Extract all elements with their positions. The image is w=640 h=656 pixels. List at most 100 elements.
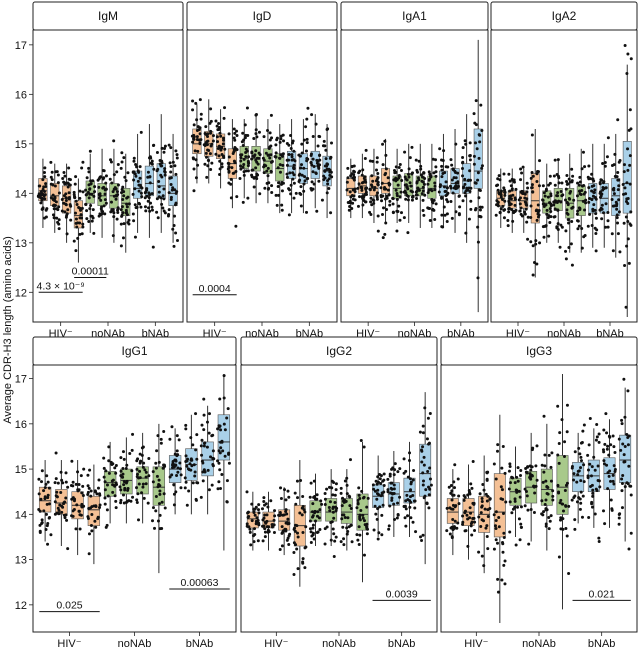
data-point [455,526,459,530]
data-point [454,170,458,174]
data-point [62,180,66,184]
data-point [98,212,102,216]
data-point [362,180,366,184]
data-point [162,430,166,434]
data-point [151,144,155,148]
data-point [616,221,620,225]
data-point [508,179,512,183]
data-point [419,535,423,539]
data-point [440,175,444,179]
data-point [343,479,347,483]
data-point [363,193,367,197]
data-point [626,147,630,151]
data-point [525,203,529,207]
data-point [108,177,112,181]
data-point [628,484,632,488]
data-point [67,177,71,181]
data-point [581,150,585,154]
data-point [511,219,515,223]
data-point [557,199,561,203]
data-point [113,466,117,470]
data-point [365,532,369,536]
data-point [80,491,84,495]
data-point [594,216,598,220]
data-point [133,187,137,191]
data-point [305,137,309,141]
data-point [244,155,248,159]
data-point [330,520,334,524]
data-point [143,468,147,472]
data-point [188,462,192,466]
data-point [220,472,224,476]
data-point [226,161,230,165]
data-point [468,506,472,510]
data-point [310,163,314,167]
pvalue-label: 4.3 × 10⁻⁹ [37,280,85,292]
data-point [518,202,522,206]
data-point [601,186,605,190]
panel-title: IgD [253,9,272,23]
data-point [627,547,631,551]
data-point [544,479,548,483]
pvalue-label: 0.021 [589,588,615,600]
data-point [564,187,568,191]
data-point [203,162,207,166]
data-point [268,156,272,160]
data-point [610,163,614,167]
data-point [603,442,607,446]
data-point [301,505,305,509]
data-point [597,539,601,543]
data-point [120,205,124,209]
data-point [204,151,208,155]
data-point [478,188,482,192]
data-point [452,480,456,484]
data-point [616,188,620,192]
data-point [500,466,504,470]
data-point [429,483,433,487]
data-point [457,194,461,198]
data-point [332,532,336,536]
data-point [63,210,67,214]
data-point [480,554,484,558]
data-point [398,218,402,222]
data-point [207,148,211,152]
data-point [275,136,279,140]
y-tick-label: 14 [15,509,27,521]
data-point [133,235,137,239]
data-point [278,170,282,174]
data-point [557,461,561,465]
data-point [611,479,615,483]
data-point [362,519,366,523]
data-point [226,407,230,411]
data-point [239,167,243,171]
data-point [543,502,547,506]
data-point [219,428,223,432]
data-point [39,193,43,197]
data-point [92,231,96,235]
data-point [216,459,220,463]
data-point [524,207,528,211]
data-point [501,204,505,208]
data-point [428,412,432,416]
data-point [156,519,160,523]
data-point [566,218,570,222]
data-point [47,502,51,506]
data-point [286,489,290,493]
data-point [352,173,356,177]
data-point [500,198,504,202]
data-point [250,157,254,161]
data-point [480,164,484,168]
data-point [601,162,605,166]
data-point [287,543,291,547]
data-point [122,501,126,505]
data-point [624,215,628,219]
data-point [421,533,425,537]
data-point [263,535,267,539]
data-point [348,199,352,203]
data-point [121,185,125,189]
data-point [565,403,569,407]
data-point [151,480,155,484]
data-point [195,118,199,122]
data-point [523,192,527,196]
data-point [136,457,140,461]
